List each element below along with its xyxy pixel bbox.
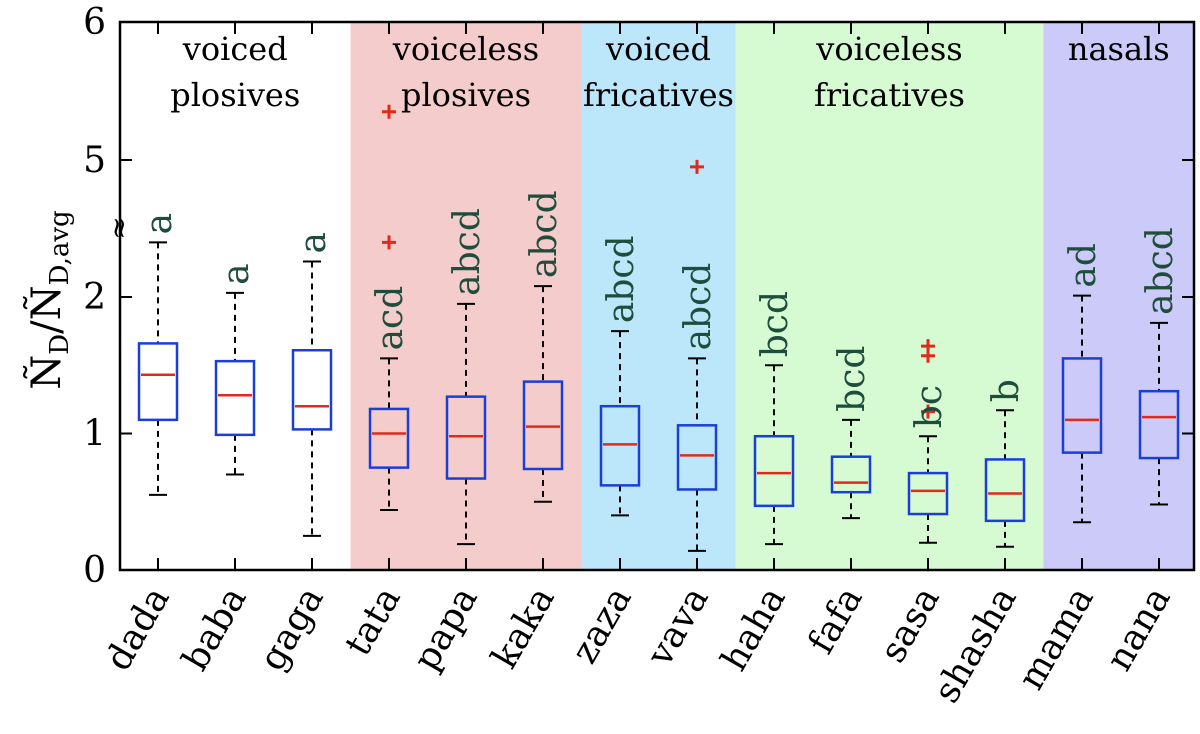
- significance-letter: abcd: [678, 263, 719, 351]
- x-category-label: papa: [406, 580, 486, 678]
- y-label-sub2: D,avg: [45, 210, 75, 285]
- significance-letter: b: [986, 379, 1027, 402]
- box-iqr: [1061, 357, 1103, 454]
- box-iqr: [214, 359, 256, 437]
- y-tick-label: 1: [83, 414, 106, 455]
- outlier-point: [382, 235, 396, 250]
- box-iqr: [445, 395, 487, 480]
- group-labels: voiced plosives voiceless plosives voiced fri…: [170, 30, 1169, 114]
- x-category-label: sasa: [872, 580, 947, 670]
- group-band: [1043, 22, 1194, 570]
- y-axis: 0 1 2 5 6: [83, 2, 1194, 591]
- x-category-label: mama: [1011, 580, 1102, 697]
- group-label: voiceless: [392, 30, 539, 68]
- significance-letter: ad: [1063, 243, 1104, 288]
- group-label: nasals: [1068, 30, 1170, 68]
- group-label: voiced: [605, 30, 711, 68]
- outlier-point: [921, 339, 935, 354]
- x-category-label: gaga: [252, 580, 332, 678]
- x-category-label: vava: [639, 580, 717, 674]
- x-category-label: fafa: [800, 580, 870, 661]
- x-category-label: zaza: [564, 580, 640, 671]
- y-tick-label: 0: [83, 550, 106, 591]
- box-iqr: [522, 380, 564, 471]
- outlier-point: [690, 159, 704, 174]
- group-label: fricatives: [583, 76, 734, 114]
- significance-letter: bc: [909, 385, 950, 428]
- significance-letter: a: [216, 263, 257, 284]
- y-label-prefix: Ñ: [23, 355, 70, 390]
- group-label: fricatives: [814, 76, 965, 114]
- group-bands: [120, 22, 1194, 570]
- x-category-label: dada: [98, 580, 178, 678]
- group-label: voiceless: [815, 30, 962, 68]
- significance-letter: abcd: [524, 190, 565, 278]
- box-iqr: [907, 471, 949, 516]
- significance-letter: bcd: [755, 291, 796, 357]
- y-axis-label: ÑD/ÑD,avg: [23, 210, 75, 389]
- box-iqr: [291, 348, 333, 431]
- group-label: voiced: [182, 30, 288, 68]
- box-iqr: [984, 458, 1026, 523]
- axis-break-symbol: ≈: [102, 216, 135, 239]
- y-tick-label: 5: [83, 140, 106, 181]
- y-label-slash: /Ñ: [23, 285, 70, 333]
- outlier-point: [921, 404, 935, 419]
- x-category-label: nana: [1099, 580, 1179, 678]
- outlier-point: [382, 104, 396, 119]
- significance-letter: acd: [370, 286, 411, 351]
- box-iqr: [830, 455, 872, 494]
- x-category-label: kaka: [484, 580, 563, 675]
- box-iqr: [676, 424, 718, 491]
- y-tick-label: 6: [83, 2, 106, 43]
- significance-letter: abcd: [601, 235, 642, 323]
- y-label-sub1: D: [45, 334, 75, 355]
- group-band: [581, 22, 736, 570]
- x-category-label: haha: [714, 580, 794, 678]
- group-band: [735, 22, 1044, 570]
- significance-letter: bcd: [832, 346, 873, 412]
- group-label: plosives: [170, 76, 300, 114]
- group-label: plosives: [401, 76, 531, 114]
- box-iqr: [137, 342, 179, 422]
- boxes-layer: [137, 104, 1180, 552]
- y-tick-label: 2: [83, 277, 106, 318]
- significance-letter: abcd: [1140, 227, 1181, 315]
- significance-letter: a: [139, 213, 180, 234]
- x-category-label: baba: [175, 580, 255, 678]
- significance-letter: a: [293, 232, 334, 253]
- significance-letter: abcd: [447, 208, 488, 296]
- box-iqr: [753, 434, 795, 508]
- box-iqr: [1138, 389, 1180, 460]
- x-category-label: tata: [337, 580, 408, 663]
- box-iqr: [599, 404, 641, 487]
- box-iqr: [368, 407, 410, 469]
